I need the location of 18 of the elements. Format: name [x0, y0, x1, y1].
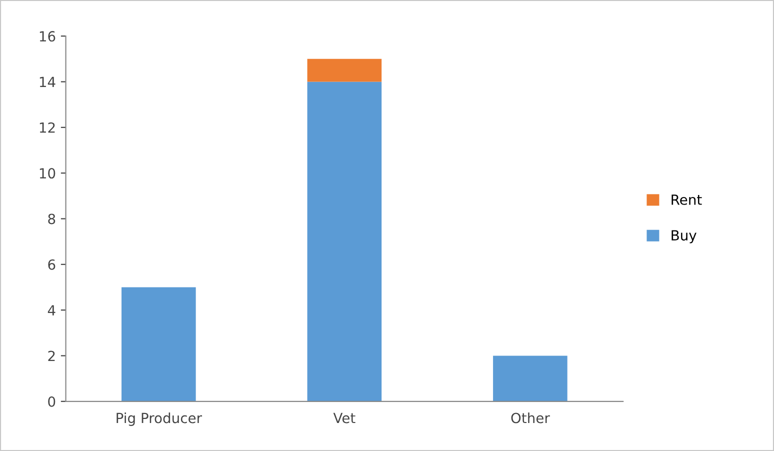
- bar: [307, 58, 382, 82]
- y-tick-label: 8: [48, 214, 56, 224]
- y-tick-label: 10: [40, 168, 56, 179]
- x-tick-label: Pig Producer: [116, 412, 202, 426]
- y-tick-label: 6: [48, 259, 56, 270]
- y-tick-label: 12: [40, 122, 55, 133]
- y-tick-label: 2: [48, 350, 55, 362]
- y-tick-label: 14: [40, 76, 56, 88]
- bar: [493, 356, 568, 402]
- y-tick-label: 4: [48, 305, 56, 316]
- bar: [122, 287, 196, 402]
- legend-label: Rent: [672, 194, 702, 205]
- y-tick-label: 0: [48, 396, 56, 407]
- legend-label: Buy: [672, 230, 696, 244]
- x-tick-label: Other: [511, 412, 550, 424]
- bar: [307, 82, 382, 402]
- y-tick-label: 16: [40, 31, 56, 42]
- x-tick-label: Vet: [333, 412, 356, 424]
